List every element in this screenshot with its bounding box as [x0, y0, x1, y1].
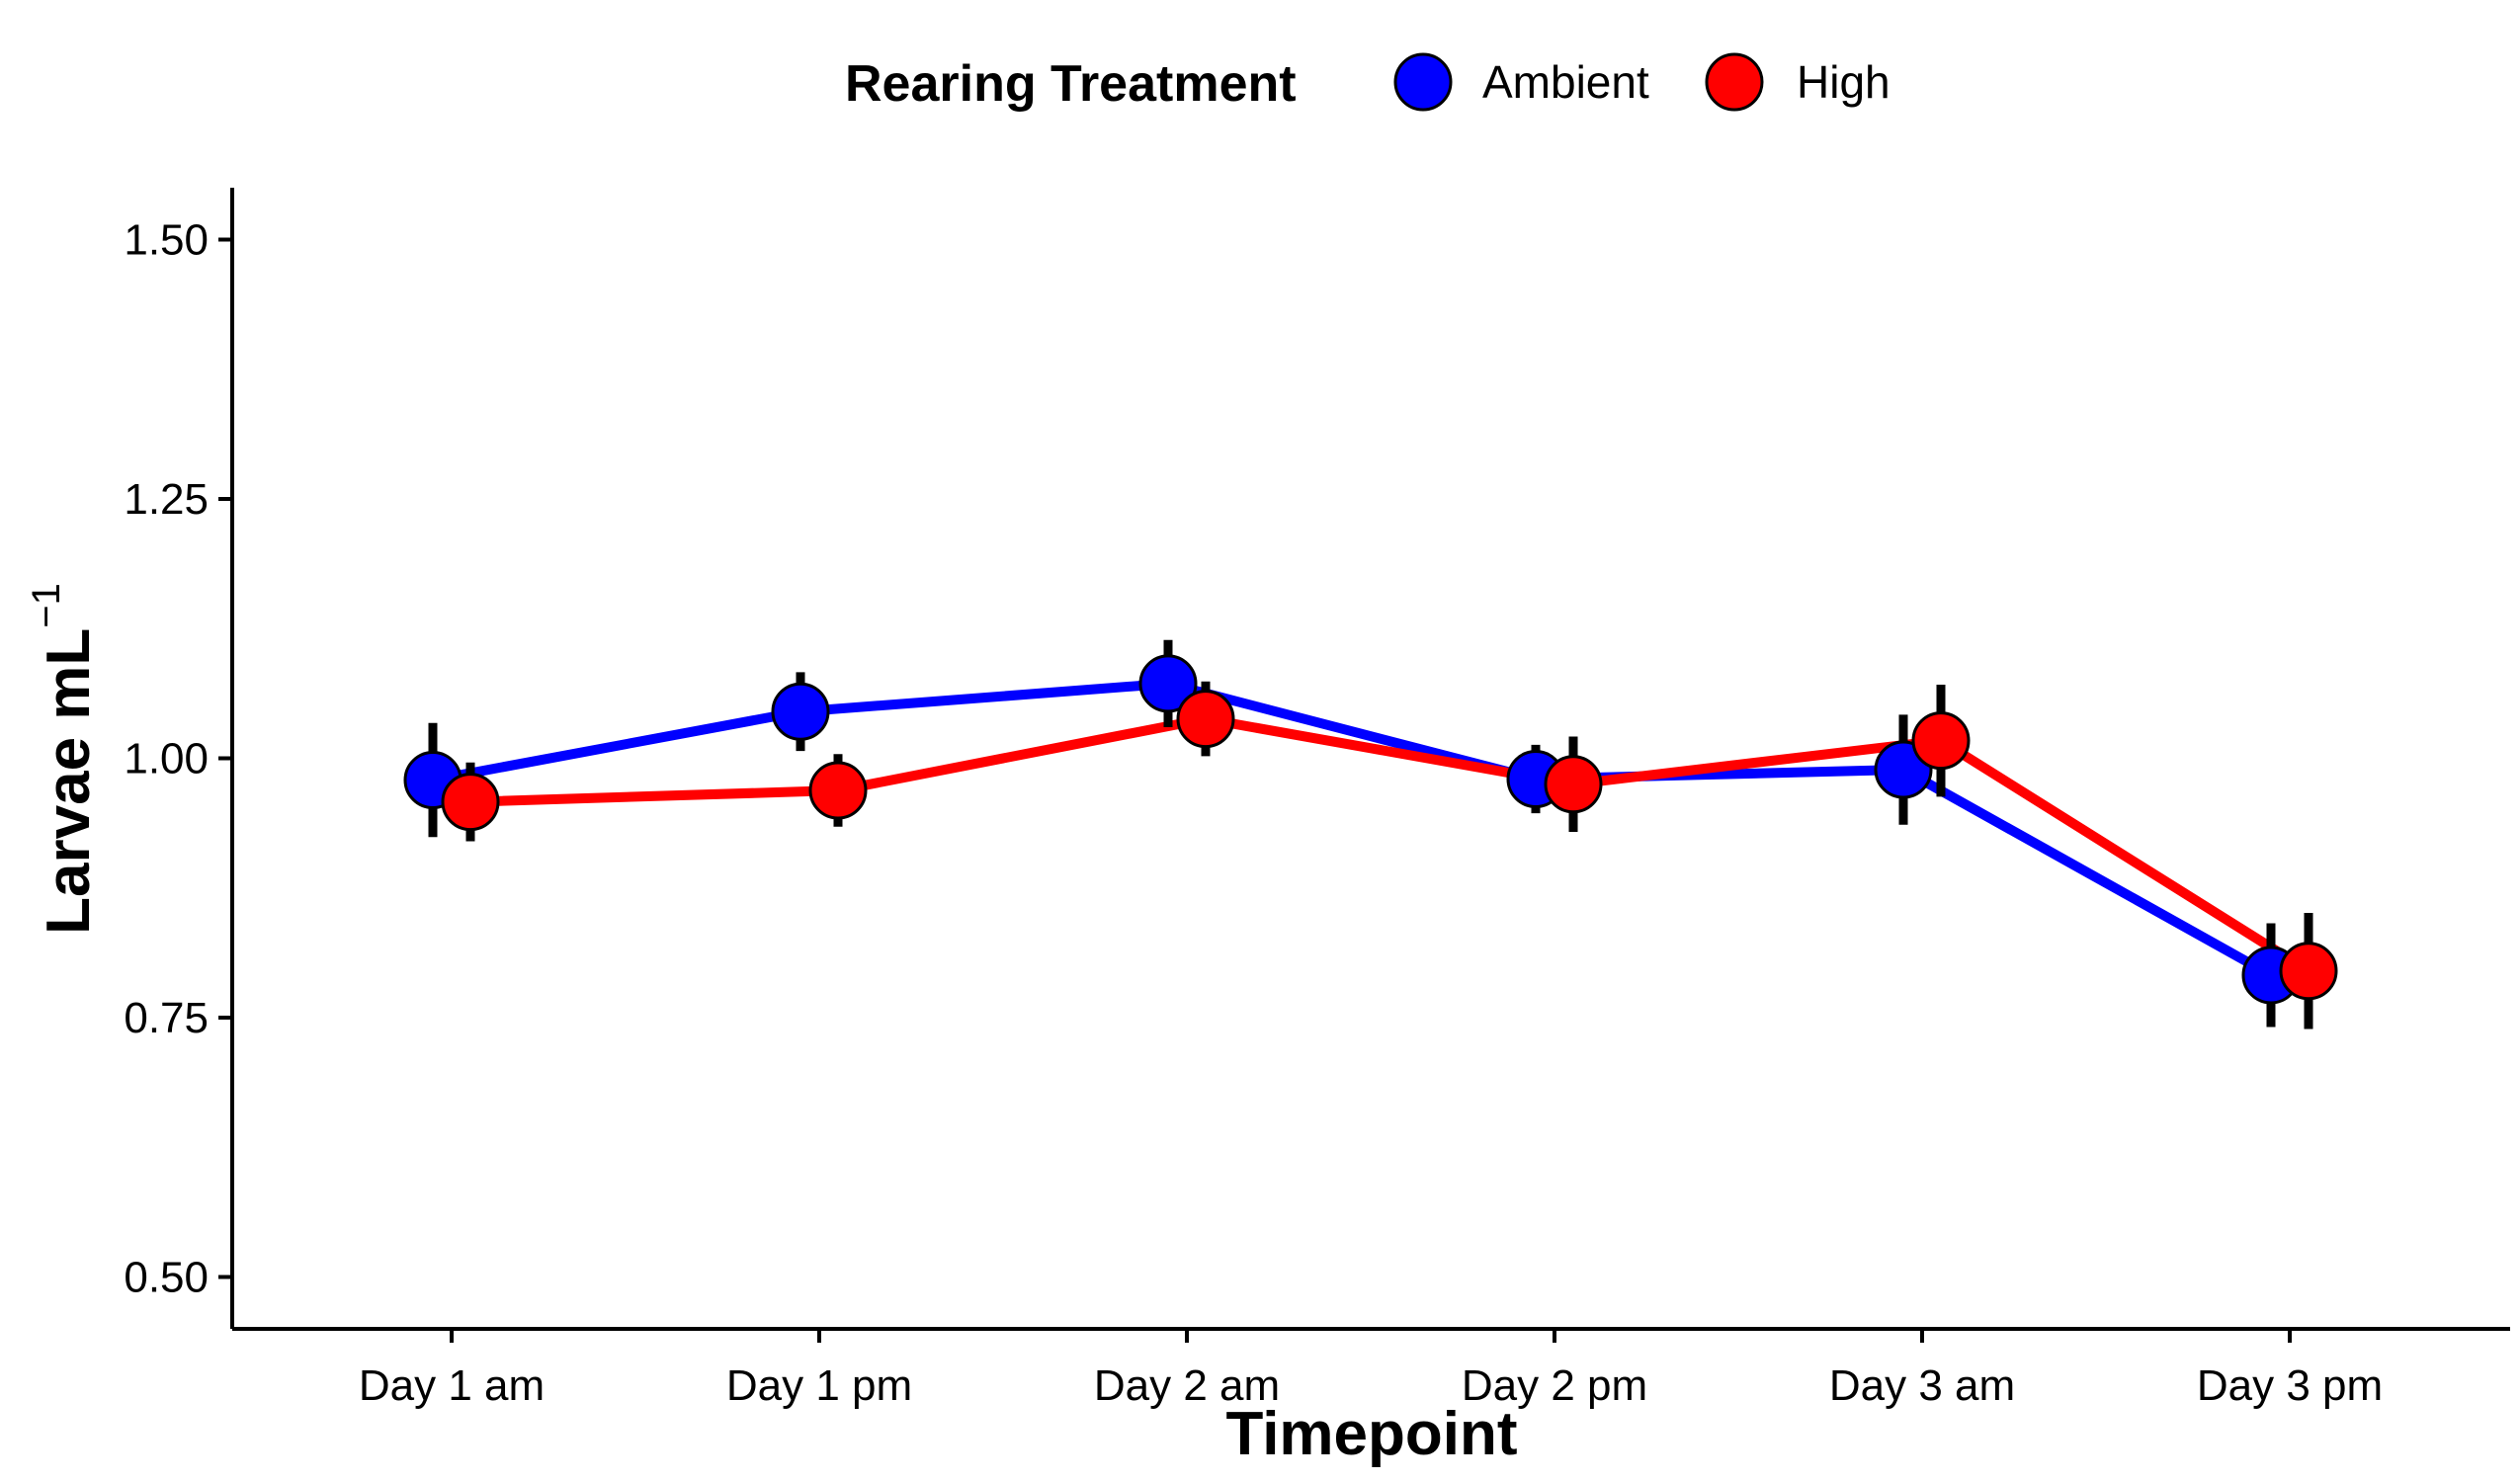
- data-point-high: [441, 773, 500, 832]
- data-point-high: [1911, 711, 1971, 771]
- legend-marker-high: [1705, 52, 1764, 112]
- legend-title: Rearing Treatment: [845, 55, 1297, 113]
- data-point-high: [808, 761, 868, 820]
- y-tick-label: 0.50: [124, 1254, 209, 1302]
- legend-label-ambient: Ambient: [1482, 56, 1649, 108]
- y-tick-label: 1.00: [124, 735, 209, 783]
- x-tick-label: Day 1 pm: [726, 1361, 912, 1410]
- y-tick-label: 1.50: [124, 216, 209, 265]
- x-tick-label: Day 3 pm: [2197, 1361, 2383, 1410]
- data-point-high: [1176, 690, 1235, 749]
- series-line-ambient: [432, 678, 2274, 980]
- x-axis-title: Timepoint: [1225, 1400, 1517, 1468]
- y-axis-title-group: Larvae mL−1: [25, 583, 103, 935]
- y-tick-label: 0.75: [124, 994, 209, 1042]
- y-axis-ticks: 0.50 0.75 1.00 1.25 1.50: [124, 216, 232, 1302]
- x-tick-label: Day 3 am: [1829, 1361, 2015, 1410]
- legend-marker-ambient: [1393, 52, 1453, 112]
- x-axis-ticks: Day 1 am Day 1 pm Day 2 am Day 2 pm Day 3 am…: [359, 1329, 2383, 1410]
- data-point-ambient: [771, 682, 830, 741]
- plot-area: [403, 639, 2338, 1029]
- legend-label-high: High: [1797, 56, 1890, 108]
- x-tick-label: Day 1 am: [359, 1361, 545, 1410]
- y-tick-label: 1.25: [124, 475, 209, 524]
- series-line-high: [469, 713, 2311, 975]
- y-axis-title-superscript: −1: [25, 583, 68, 628]
- x-tick-label: Day 2 am: [1094, 1361, 1280, 1410]
- data-point-ambient: [1138, 654, 1198, 713]
- data-point-high: [1544, 755, 1603, 814]
- x-tick-label: Day 2 pm: [1462, 1361, 1647, 1410]
- data-point-high: [2279, 942, 2338, 1001]
- legend: Rearing Treatment Ambient High: [845, 52, 1890, 113]
- y-axis-title: Larvae mL−1: [25, 583, 103, 935]
